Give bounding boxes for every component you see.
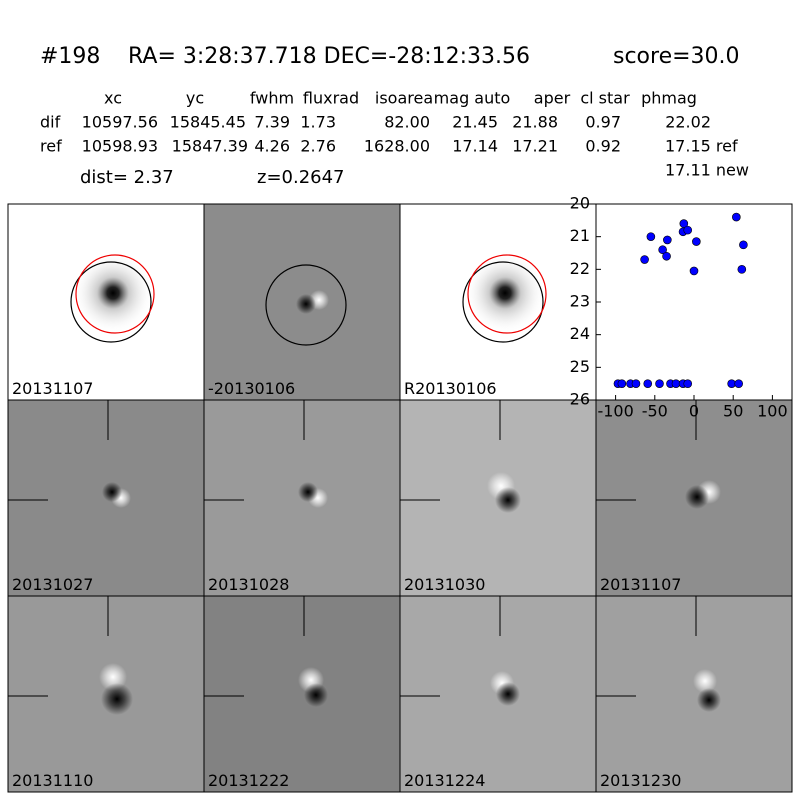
table-cell: 4.26 bbox=[254, 137, 290, 156]
y-tick-label: 23 bbox=[570, 292, 590, 311]
panel-label: 20131107 bbox=[12, 379, 93, 398]
panel-label: R20130106 bbox=[404, 379, 497, 398]
y-tick-label: 24 bbox=[570, 324, 590, 343]
point bbox=[739, 240, 748, 250]
negative-residual bbox=[101, 683, 133, 715]
table-cell: 10597.56 bbox=[82, 113, 158, 132]
y-tick-label: 20 bbox=[570, 194, 590, 213]
aperture-circle bbox=[462, 261, 544, 343]
point bbox=[662, 251, 671, 261]
column-header: yc bbox=[186, 89, 204, 108]
y-tick-label: 21 bbox=[570, 226, 590, 245]
point bbox=[663, 235, 672, 245]
table-cell: 2.76 bbox=[300, 137, 336, 156]
star-image bbox=[73, 253, 153, 333]
panel-label: 20131230 bbox=[600, 771, 681, 790]
x-tick-label: 100 bbox=[757, 402, 788, 421]
table-cell: 15845.45 bbox=[170, 113, 246, 132]
panel-label: 20131110 bbox=[12, 771, 93, 790]
point bbox=[617, 379, 627, 388]
point bbox=[640, 255, 649, 264]
aperture-circle bbox=[70, 261, 152, 343]
table-cell: 17.15 ref bbox=[665, 137, 738, 156]
point bbox=[689, 266, 699, 276]
y-tick-label: 26 bbox=[570, 390, 590, 409]
table-cell: dif bbox=[40, 113, 61, 132]
negative-residual bbox=[102, 482, 122, 502]
panel-label: 20131107 bbox=[600, 575, 681, 594]
negative-residual bbox=[496, 682, 520, 706]
point bbox=[734, 379, 743, 388]
negative-residual bbox=[298, 482, 318, 502]
column-header: fluxrad bbox=[303, 89, 359, 108]
x-tick-label: -50 bbox=[642, 402, 668, 421]
panel-label: 20131030 bbox=[404, 575, 485, 594]
table-cell: 21.88 bbox=[512, 113, 558, 132]
x-tick-label: 0 bbox=[689, 402, 699, 421]
positive-residual bbox=[693, 669, 717, 693]
column-header: xc bbox=[104, 89, 122, 108]
star-image bbox=[465, 253, 545, 333]
column-header: phmag bbox=[641, 89, 697, 108]
y-tick-label: 22 bbox=[570, 259, 590, 278]
point bbox=[683, 225, 693, 235]
panel-label: 20131222 bbox=[208, 771, 289, 790]
point bbox=[631, 379, 641, 388]
dist: dist= 2.37 bbox=[80, 167, 174, 188]
x-tick-label: -100 bbox=[597, 402, 633, 421]
table-cell: 1.73 bbox=[300, 113, 336, 132]
y-tick-label: 25 bbox=[570, 357, 590, 376]
object-id: #198 bbox=[40, 44, 100, 69]
point bbox=[658, 245, 667, 255]
table-cell: 0.97 bbox=[585, 113, 621, 132]
point bbox=[646, 232, 656, 241]
column-header: cl star bbox=[580, 89, 630, 108]
table-cell: 17.21 bbox=[512, 137, 558, 156]
redshift: z=0.2647 bbox=[257, 167, 345, 188]
table-cell: ref bbox=[40, 137, 62, 156]
panel-label: 20131224 bbox=[404, 771, 485, 790]
negative-residual bbox=[296, 294, 316, 314]
column-header: isoarea bbox=[375, 89, 433, 108]
table-cell: 0.92 bbox=[585, 137, 621, 156]
table-cell: 21.45 bbox=[452, 113, 498, 132]
point bbox=[732, 212, 741, 222]
score: score=30.0 bbox=[613, 44, 740, 69]
plot-area bbox=[595, 203, 793, 401]
table-cell: 15847.39 bbox=[172, 137, 248, 156]
panel-label: 20131027 bbox=[12, 575, 93, 594]
table-cell: 7.39 bbox=[254, 113, 290, 132]
panel-label: 20131028 bbox=[208, 575, 289, 594]
phmag-new: 17.11 new bbox=[665, 161, 749, 180]
column-header: aper bbox=[534, 89, 571, 108]
point bbox=[692, 237, 701, 246]
negative-residual bbox=[685, 485, 709, 509]
point bbox=[737, 265, 747, 274]
negative-residual bbox=[697, 688, 721, 712]
panel-label: -20130106 bbox=[208, 379, 295, 398]
column-header: mag auto bbox=[434, 89, 511, 108]
table-cell: 1628.00 bbox=[364, 137, 430, 156]
image-panel bbox=[203, 595, 401, 793]
aperture-circle bbox=[265, 264, 347, 346]
coordinates: RA= 3:28:37.718 DEC=-28:12:33.56 bbox=[128, 44, 530, 69]
point bbox=[655, 379, 664, 388]
image-panel bbox=[595, 595, 793, 793]
x-tick-label: 50 bbox=[723, 402, 743, 421]
negative-residual bbox=[304, 683, 328, 707]
negative-residual bbox=[495, 487, 521, 513]
point bbox=[643, 379, 653, 388]
aperture-circle bbox=[467, 254, 547, 334]
table-cell: 82.00 bbox=[384, 113, 430, 132]
column-header: fwhm bbox=[250, 89, 294, 108]
aperture-circle bbox=[75, 254, 155, 334]
table-cell: 22.02 bbox=[665, 113, 711, 132]
point bbox=[683, 379, 693, 388]
table-cell: 10598.93 bbox=[82, 137, 158, 156]
table-cell: 17.14 bbox=[452, 137, 498, 156]
